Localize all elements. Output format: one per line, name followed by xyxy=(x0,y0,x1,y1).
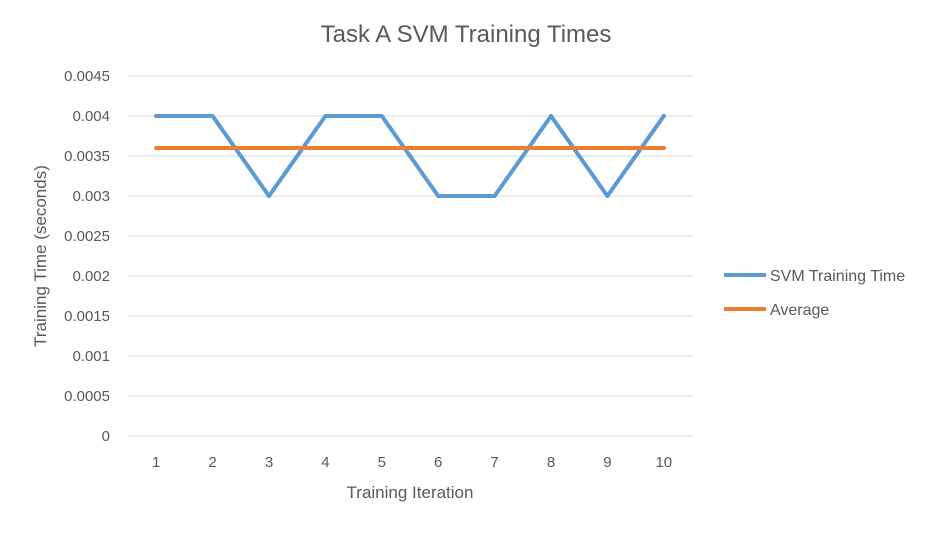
data-point xyxy=(492,194,497,198)
data-point xyxy=(549,146,553,150)
x-axis-ticks: 1 2 3 4 5 6 7 8 9 10 xyxy=(152,454,672,471)
data-point xyxy=(323,146,328,150)
y-tick-label: 0.001 xyxy=(72,348,110,365)
x-tick-label: 10 xyxy=(655,454,672,471)
legend: SVM Training Time Average xyxy=(724,268,905,319)
series-line-0 xyxy=(154,114,666,198)
data-point xyxy=(549,114,553,118)
data-point xyxy=(661,146,666,150)
chart-title: Task A SVM Training Times xyxy=(321,21,612,48)
y-tick-label: 0.0005 xyxy=(64,388,110,405)
data-point xyxy=(267,194,271,198)
gridlines xyxy=(128,75,692,437)
data-point xyxy=(436,194,441,198)
data-point xyxy=(661,114,666,118)
data-point xyxy=(154,146,159,150)
y-tick-label: 0.003 xyxy=(72,188,110,205)
legend-label: Average xyxy=(770,302,829,319)
legend-label: SVM Training Time xyxy=(770,268,905,285)
x-tick-label: 7 xyxy=(490,454,498,471)
x-tick-label: 5 xyxy=(378,454,386,471)
y-tick-label: 0 xyxy=(102,428,110,445)
x-tick-label: 6 xyxy=(434,454,442,471)
data-point xyxy=(323,114,328,118)
y-tick-label: 0.002 xyxy=(72,268,110,285)
series-lines xyxy=(154,114,666,198)
y-tick-label: 0.0035 xyxy=(64,148,110,165)
x-axis-label: Training Iteration xyxy=(347,483,474,502)
data-point xyxy=(154,114,159,118)
data-point xyxy=(267,146,271,150)
y-tick-label: 0.004 xyxy=(72,108,110,125)
data-point xyxy=(210,146,215,150)
data-point xyxy=(605,194,610,198)
x-tick-label: 2 xyxy=(208,454,216,471)
x-tick-label: 3 xyxy=(265,454,273,471)
x-tick-label: 1 xyxy=(152,454,160,471)
data-point xyxy=(605,146,610,150)
data-point xyxy=(492,146,497,150)
x-tick-label: 4 xyxy=(321,454,329,471)
x-tick-label: 9 xyxy=(603,454,611,471)
data-point xyxy=(210,114,215,118)
y-tick-label: 0.0025 xyxy=(64,228,110,245)
y-tick-label: 0.0045 xyxy=(64,68,110,85)
data-point xyxy=(379,146,384,150)
data-point xyxy=(379,114,384,118)
x-tick-label: 8 xyxy=(547,454,555,471)
y-tick-label: 0.0015 xyxy=(64,308,110,325)
y-axis-label: Training Time (seconds) xyxy=(31,165,50,347)
y-axis-ticks: 0 0.0005 0.001 0.0015 0.002 0.0025 0.003 0.0035… xyxy=(64,68,110,445)
data-point xyxy=(436,146,441,150)
